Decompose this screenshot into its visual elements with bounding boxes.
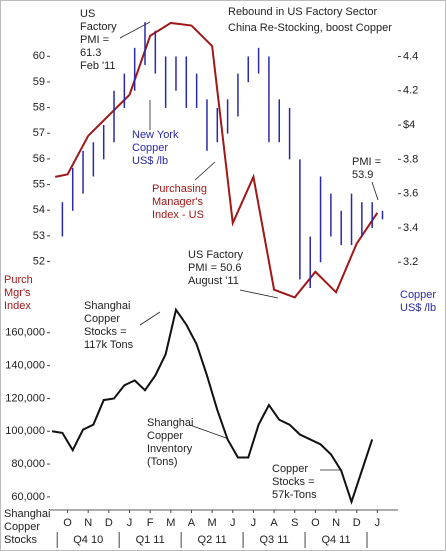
y-tick-label: 59	[33, 76, 45, 88]
x-group-label: Q4 11	[321, 534, 350, 546]
annotation: Index	[4, 300, 31, 312]
annotation: 57k-Tons	[272, 489, 317, 501]
x-tick-label: J	[127, 517, 133, 529]
x-tick-label: N	[332, 517, 340, 529]
annotation: August '11	[188, 275, 239, 287]
annotation: US Factory	[188, 249, 244, 261]
y-tick-label: 54	[33, 204, 45, 216]
series-line	[54, 21, 379, 299]
y-tick-label: 160,000	[5, 327, 45, 339]
annotation: Stocks =	[272, 476, 315, 488]
y-tick-label: 57	[33, 127, 45, 139]
annotation: PMI =	[352, 156, 381, 168]
y-tick-label: 56	[33, 153, 45, 165]
annotation: Shanghai	[4, 508, 51, 520]
annotation: New York	[132, 129, 179, 141]
series-line	[51, 307, 374, 505]
annotation: Shanghai	[84, 300, 131, 312]
leader	[194, 161, 216, 181]
annotation: Copper	[147, 430, 183, 442]
leader	[189, 424, 227, 439]
x-tick-label: A	[270, 517, 278, 529]
x-tick-label: O	[63, 517, 72, 529]
annotation: Manager's	[152, 196, 204, 208]
y-tick-label: 52	[33, 255, 45, 267]
annotation: Stocks	[4, 534, 38, 546]
x-group-label: Q2 11	[198, 534, 227, 546]
x-tick-label: N	[84, 517, 92, 529]
annotation: Purch	[4, 274, 33, 286]
annotation: Index - US	[152, 209, 204, 221]
y-tick-label: 55	[33, 178, 45, 190]
annotation: Shanghai	[147, 417, 194, 429]
y2-tick-label: 3.6	[403, 188, 418, 200]
annotation: Mgr's	[4, 287, 31, 299]
x-group-label: Q3 11	[260, 534, 289, 546]
annotation: Inventory	[147, 443, 193, 455]
x-tick-label: A	[188, 517, 196, 529]
x-tick-label: M	[208, 517, 217, 529]
y-tick-label: 60	[33, 50, 45, 62]
annotation: PMI =	[80, 34, 109, 46]
y2-tick-label: 4.2	[403, 85, 418, 97]
y2-tick-label: 3.8	[403, 153, 418, 165]
annotation: Factory	[80, 21, 117, 33]
x-tick-label: D	[353, 517, 361, 529]
chart-title: Rebound in US Factory Sector	[228, 6, 378, 18]
annotation: US$ /lb	[132, 155, 168, 167]
y-tick-label: 53	[33, 230, 45, 242]
leader	[371, 181, 379, 201]
y2-tick-label: $4	[403, 119, 415, 131]
annotation: (Tons)	[147, 456, 178, 468]
y2-tick-label: 4.4	[403, 50, 418, 62]
leader	[139, 311, 161, 326]
x-tick-label: D	[105, 517, 113, 529]
annotation: 53.9	[352, 169, 373, 181]
x-group-label: Q1 11	[136, 534, 165, 546]
annotation: Purchasing	[152, 183, 207, 195]
x-tick-label: J	[375, 517, 381, 529]
annotation: Copper	[84, 313, 120, 325]
annotation: US	[80, 8, 95, 20]
x-tick-label: O	[311, 517, 320, 529]
y-tick-label: 120,000	[5, 392, 45, 404]
annotation: PMI = 50.6	[188, 262, 242, 274]
annotation: Copper	[400, 289, 436, 301]
chart-subtitle: China Re-Stocking, boost Copper	[228, 22, 392, 34]
x-tick-label: M	[166, 517, 175, 529]
y-tick-label: 58	[33, 102, 45, 114]
annotation: 117k Tons	[84, 339, 134, 351]
y2-tick-label: 3.4	[403, 222, 418, 234]
annotation: Copper	[132, 142, 168, 154]
x-group-label: Q4 10	[73, 534, 103, 546]
y-tick-label: 100,000	[5, 425, 45, 437]
y-tick-label: 140,000	[5, 360, 45, 372]
annotation: US$ /lb	[400, 302, 436, 314]
annotation: Feb '11	[80, 60, 116, 72]
annotation: Copper	[4, 521, 40, 533]
y-tick-label: 60,000	[11, 491, 45, 503]
annotation: Copper	[272, 463, 308, 475]
x-tick-label: J	[251, 517, 257, 529]
y2-tick-label: 3.2	[403, 256, 418, 268]
annotation: Stocks =	[84, 326, 127, 338]
annotation: 61.3	[80, 47, 101, 59]
x-tick-label: J	[230, 517, 236, 529]
x-tick-label: S	[291, 517, 298, 529]
y-tick-label: 80,000	[11, 458, 45, 470]
leader	[239, 289, 279, 299]
x-tick-label: F	[147, 517, 154, 529]
